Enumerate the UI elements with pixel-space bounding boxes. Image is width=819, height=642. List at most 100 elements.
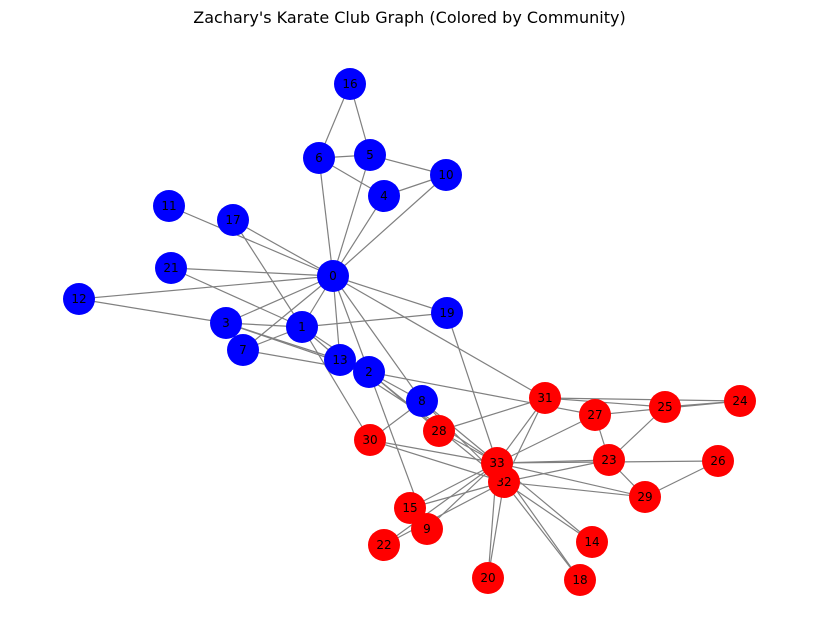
node-circle-17 <box>217 204 249 236</box>
edge-0-19 <box>332 275 448 314</box>
node-22: 22 <box>368 529 400 561</box>
node-circle-11 <box>153 190 185 222</box>
node-label-25: 25 <box>657 400 672 414</box>
node-16: 16 <box>334 68 366 100</box>
edge-29-33 <box>496 462 646 498</box>
edge-0-31 <box>332 275 546 399</box>
node-label-31: 31 <box>537 391 552 405</box>
node-31: 31 <box>529 382 561 414</box>
edge-2-27 <box>368 371 596 416</box>
node-label-14: 14 <box>584 535 599 549</box>
node-1: 1 <box>286 311 318 343</box>
edge-3-13 <box>225 322 341 361</box>
edge-15-33 <box>409 462 498 509</box>
node-circle-18 <box>564 564 596 596</box>
edge-0-8 <box>332 275 423 402</box>
node-label-26: 26 <box>710 454 725 468</box>
node-19: 19 <box>431 297 463 329</box>
node-label-1: 1 <box>298 320 306 334</box>
node-circle-8 <box>406 385 438 417</box>
node-circle-13 <box>324 344 356 376</box>
node-label-15: 15 <box>402 501 417 515</box>
node-circle-20 <box>472 562 504 594</box>
edge-3-12 <box>78 298 227 324</box>
node-26: 26 <box>702 445 734 477</box>
node-circle-25 <box>649 391 681 423</box>
node-label-22: 22 <box>376 538 391 552</box>
node-circle-26 <box>702 445 734 477</box>
node-11: 11 <box>153 190 185 222</box>
node-label-30: 30 <box>362 433 377 447</box>
edge-8-33 <box>421 400 498 464</box>
edge-0-12 <box>78 275 334 300</box>
node-20: 20 <box>472 562 504 594</box>
node-circle-12 <box>63 283 95 315</box>
edge-0-3 <box>225 275 334 324</box>
node-5: 5 <box>354 139 386 171</box>
node-7: 7 <box>227 334 259 366</box>
node-label-12: 12 <box>71 292 86 306</box>
chart-title: Zachary's Karate Club Graph (Colored by … <box>193 8 626 27</box>
node-label-5: 5 <box>366 148 374 162</box>
edge-1-30 <box>301 326 371 441</box>
node-25: 25 <box>649 391 681 423</box>
node-circle-7 <box>227 334 259 366</box>
node-29: 29 <box>629 481 661 513</box>
node-label-20: 20 <box>480 571 495 585</box>
node-28: 28 <box>423 415 455 447</box>
edge-14-32 <box>503 481 593 543</box>
node-label-28: 28 <box>431 424 446 438</box>
node-label-8: 8 <box>418 394 426 408</box>
node-circle-22 <box>368 529 400 561</box>
node-circle-33 <box>481 447 513 479</box>
node-circle-14 <box>576 526 608 558</box>
node-label-2: 2 <box>365 365 373 379</box>
node-circle-21 <box>155 252 187 284</box>
edge-22-33 <box>383 462 498 546</box>
node-23: 23 <box>593 444 625 476</box>
node-27: 27 <box>579 399 611 431</box>
node-17: 17 <box>217 204 249 236</box>
edge-20-32 <box>487 481 505 579</box>
node-circle-23 <box>593 444 625 476</box>
node-circle-10 <box>430 159 462 191</box>
node-circle-5 <box>354 139 386 171</box>
edge-24-31 <box>544 397 741 402</box>
node-label-13: 13 <box>332 353 347 367</box>
node-circle-16 <box>334 68 366 100</box>
node-circle-29 <box>629 481 661 513</box>
node-label-4: 4 <box>380 189 388 203</box>
node-circle-31 <box>529 382 561 414</box>
node-label-29: 29 <box>637 490 652 504</box>
node-label-18: 18 <box>572 573 587 587</box>
edge-0-11 <box>168 205 334 277</box>
node-label-33: 33 <box>489 456 504 470</box>
node-6: 6 <box>303 142 335 174</box>
node-circle-6 <box>303 142 335 174</box>
edge-0-17 <box>232 219 334 277</box>
node-10: 10 <box>430 159 462 191</box>
node-label-24: 24 <box>732 394 747 408</box>
edge-30-33 <box>369 439 498 464</box>
edge-0-21 <box>170 267 334 277</box>
edge-27-33 <box>496 414 596 464</box>
node-label-3: 3 <box>222 316 230 330</box>
edge-0-10 <box>332 174 447 277</box>
edge-0-5 <box>332 154 371 277</box>
edge-0-6 <box>318 157 334 277</box>
node-label-21: 21 <box>163 261 178 275</box>
nodes-layer: 0123456789101112131415161718192021222324… <box>63 68 756 596</box>
node-label-0: 0 <box>329 269 337 283</box>
node-30: 30 <box>354 424 386 456</box>
node-13: 13 <box>324 344 356 376</box>
node-12: 12 <box>63 283 95 315</box>
edge-1-21 <box>170 267 303 328</box>
node-2: 2 <box>353 356 385 388</box>
node-33: 33 <box>481 447 513 479</box>
node-8: 8 <box>406 385 438 417</box>
node-label-16: 16 <box>342 77 357 91</box>
edge-23-32 <box>503 459 610 483</box>
node-circle-28 <box>423 415 455 447</box>
node-circle-0 <box>317 260 349 292</box>
